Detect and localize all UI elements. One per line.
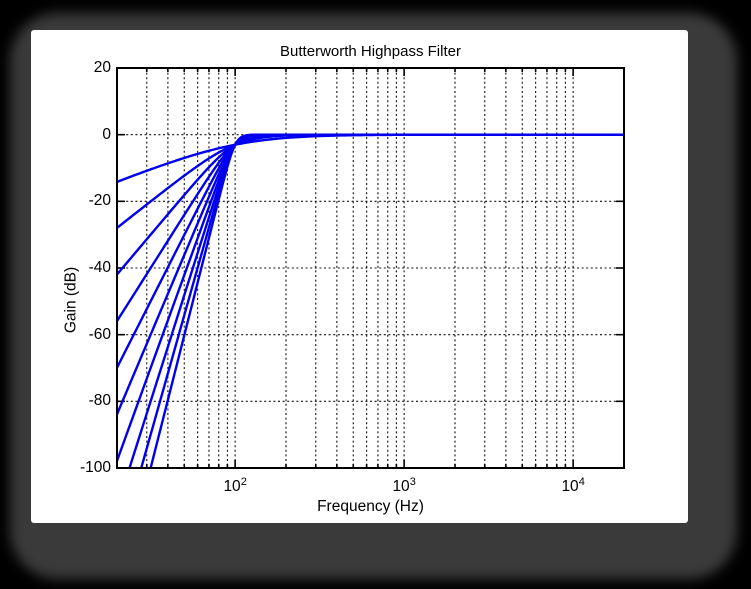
- x-tick-label: 103: [392, 476, 416, 496]
- figure-window: Butterworth Highpass Filter Gain (dB) Fr…: [31, 30, 688, 523]
- filter-response-curve: [117, 133, 624, 183]
- plot-border: [116, 67, 625, 469]
- filter-response-curve: [149, 133, 624, 468]
- y-tick-label: -100: [79, 459, 111, 476]
- y-tick-label: -60: [88, 325, 111, 343]
- x-axis-label: Frequency (Hz): [317, 498, 424, 515]
- y-tick-label: 20: [93, 59, 111, 76]
- y-tick-label: -80: [88, 392, 111, 410]
- chart-canvas: [116, 67, 625, 469]
- filter-response-curve: [128, 133, 624, 468]
- chart-title: Butterworth Highpass Filter: [280, 43, 461, 60]
- y-tick-label: 0: [102, 125, 111, 143]
- filter-response-curve: [117, 133, 624, 229]
- filter-response-curve: [117, 133, 624, 322]
- y-tick-label: -40: [88, 259, 111, 276]
- y-tick-label: -20: [88, 192, 111, 210]
- x-tick-label: 104: [561, 476, 585, 496]
- filter-response-curve: [117, 133, 624, 415]
- filter-response-curve: [139, 133, 624, 468]
- x-tick-label: 102: [223, 476, 247, 496]
